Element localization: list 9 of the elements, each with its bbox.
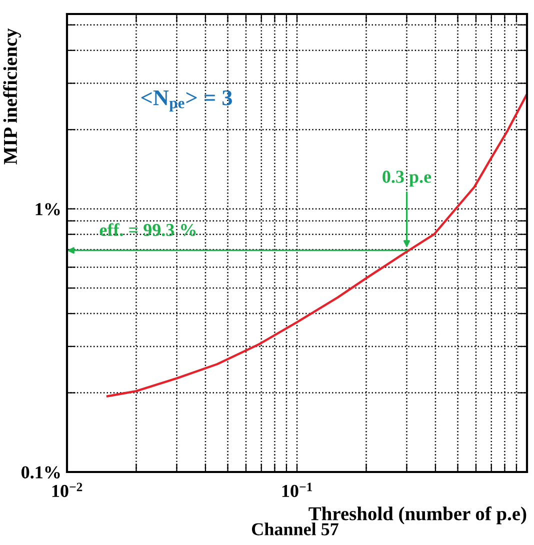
x-tick-label: 10$^{−1}$ [282,482,312,498]
y-axis-title: MIP inefficiency [3,28,21,164]
y-tick-label: 0.1% [22,466,60,479]
annotation: eff. = 99.3 % [100,223,196,236]
annotation: <N$_{pe}$> = 3 [141,90,232,112]
x-tick-label: 10$^{−2}$ [52,482,82,498]
annotation: 0.3 p.e [382,170,432,187]
y-tick-label: 1% [36,203,60,216]
text: Channel 57 [252,522,338,536]
